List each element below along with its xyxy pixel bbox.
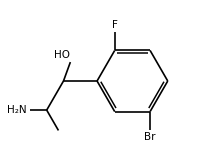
- Text: HO: HO: [54, 51, 70, 61]
- Text: Br: Br: [144, 132, 156, 142]
- Text: F: F: [112, 20, 118, 30]
- Text: H₂N: H₂N: [7, 105, 27, 115]
